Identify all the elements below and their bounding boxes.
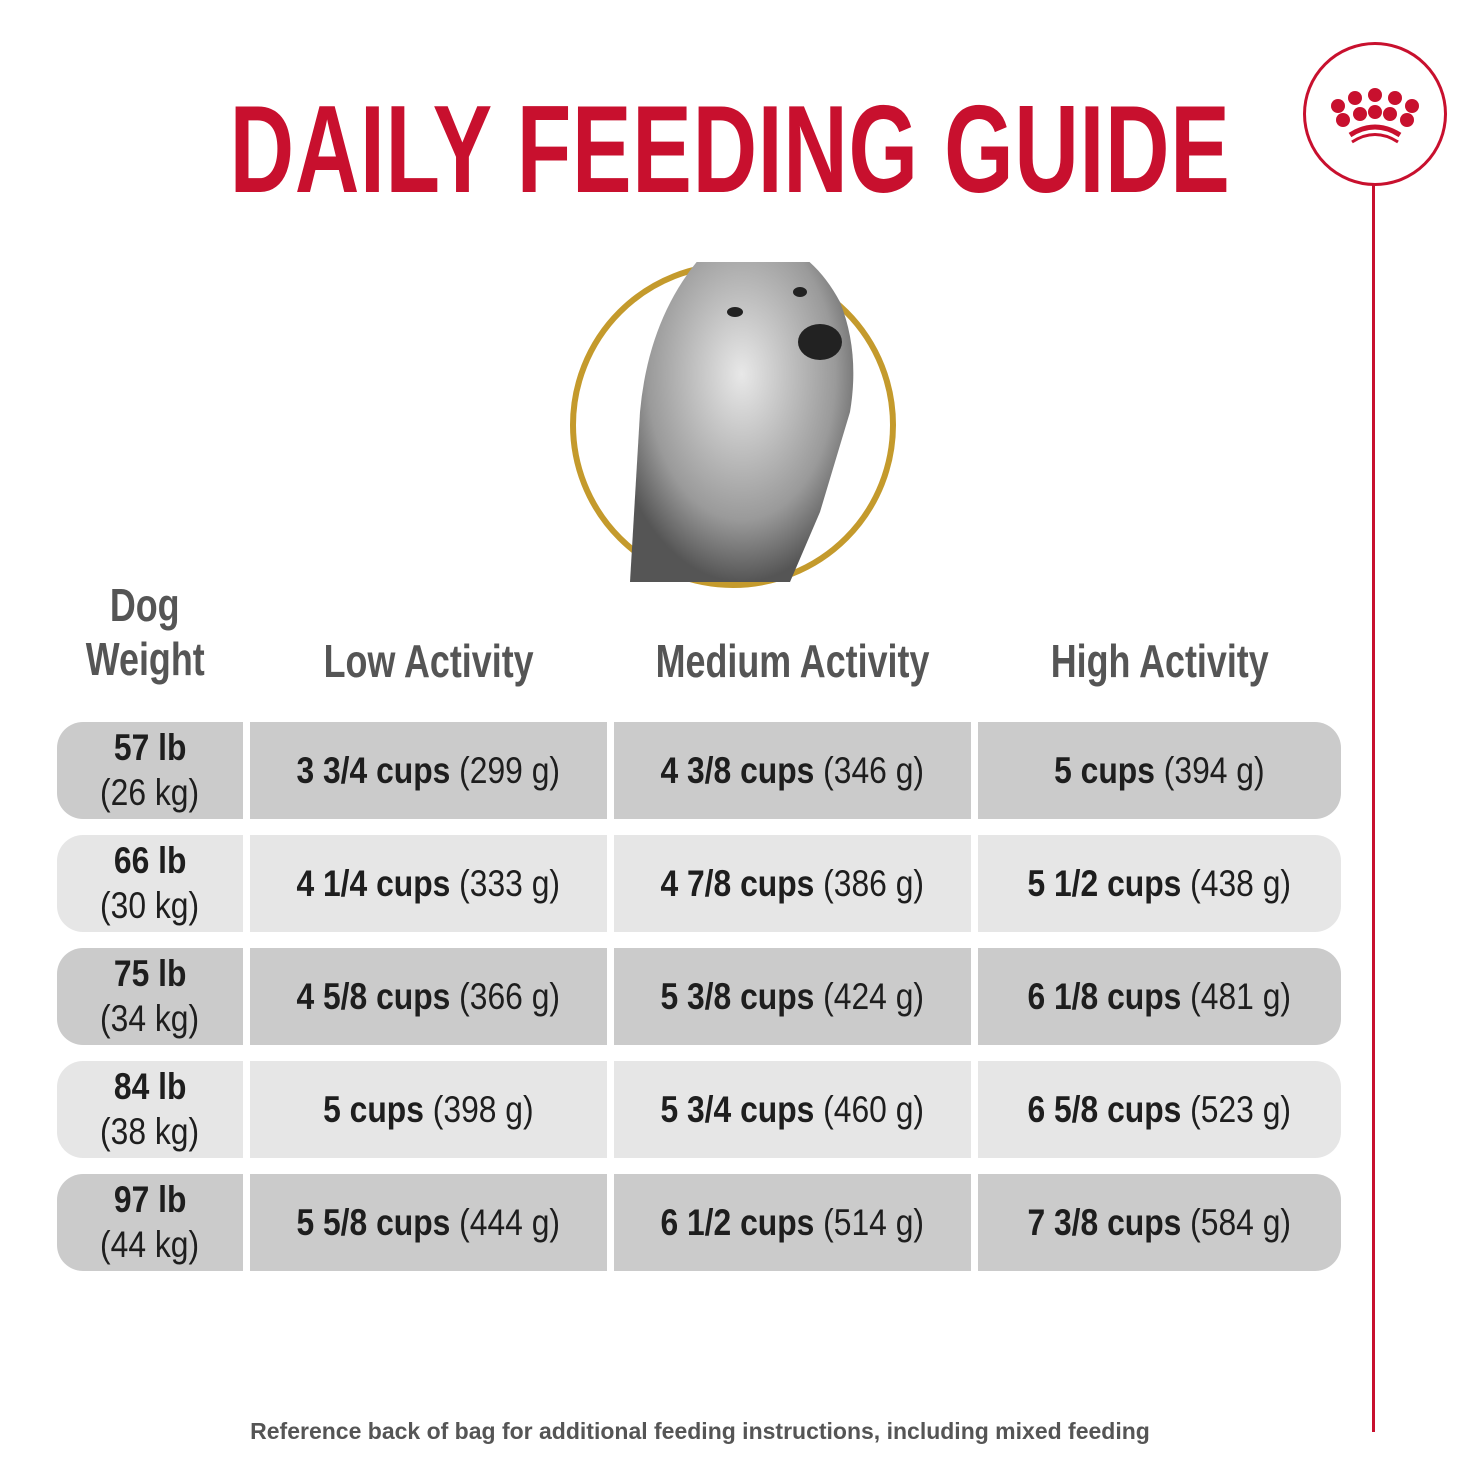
amount-cell: 4 7/8 cups (386 g) — [614, 835, 971, 932]
cups-amount: 5 1/2 cups — [1027, 862, 1182, 904]
header-medium-activity: Medium Activity — [655, 635, 930, 687]
grams-amount: (438 g) — [1190, 862, 1292, 904]
cups-amount: 3 3/4 cups — [296, 749, 451, 791]
footer-note: Reference back of bag for additional fee… — [250, 1418, 1150, 1444]
brand-line-divider — [1372, 184, 1375, 1432]
table-row: 84 lb (38 kg) 5 cups (398 g) 5 3/4 cups … — [57, 1061, 1341, 1158]
dog-portrait-image — [570, 235, 896, 588]
weight-lb: 66 lb — [113, 839, 187, 881]
amount-cell: 5 1/2 cups (438 g) — [978, 835, 1341, 932]
cups-amount: 4 7/8 cups — [660, 862, 815, 904]
cups-amount: 5 cups — [323, 1088, 425, 1130]
header-low-activity: Low Activity — [323, 635, 534, 687]
weight-cell: 75 lb (34 kg) — [57, 948, 243, 1045]
grams-amount: (394 g) — [1163, 749, 1265, 791]
cups-amount: 6 5/8 cups — [1027, 1088, 1182, 1130]
cups-amount: 5 3/4 cups — [660, 1088, 815, 1130]
cups-amount: 6 1/2 cups — [660, 1201, 815, 1243]
cups-amount: 4 3/8 cups — [660, 749, 815, 791]
table-row: 97 lb (44 kg) 5 5/8 cups (444 g) 6 1/2 c… — [57, 1174, 1341, 1271]
weight-kg: (38 kg) — [100, 1110, 200, 1152]
grams-amount: (398 g) — [432, 1088, 534, 1130]
amount-cell: 5 3/4 cups (460 g) — [614, 1061, 971, 1158]
table-row: 75 lb (34 kg) 4 5/8 cups (366 g) 5 3/8 c… — [57, 948, 1341, 1045]
amount-cell: 5 cups (394 g) — [978, 722, 1341, 819]
grams-amount: (481 g) — [1190, 975, 1292, 1017]
cups-amount: 5 cups — [1054, 749, 1156, 791]
cups-amount: 7 3/8 cups — [1027, 1201, 1182, 1243]
weight-kg: (30 kg) — [100, 884, 200, 926]
grams-amount: (366 g) — [459, 975, 561, 1017]
weight-cell: 66 lb (30 kg) — [57, 835, 243, 932]
amount-cell: 4 5/8 cups (366 g) — [250, 948, 607, 1045]
header-dog-weight: Dog Weight — [85, 579, 205, 685]
grams-amount: (299 g) — [459, 749, 561, 791]
brand-logo — [1303, 42, 1447, 186]
grams-amount: (346 g) — [823, 749, 925, 791]
amount-cell: 5 3/8 cups (424 g) — [614, 948, 971, 1045]
weight-lb: 97 lb — [113, 1178, 187, 1220]
grams-amount: (386 g) — [823, 862, 925, 904]
amount-cell: 6 5/8 cups (523 g) — [978, 1061, 1341, 1158]
amount-cell: 5 5/8 cups (444 g) — [250, 1174, 607, 1271]
grams-amount: (333 g) — [459, 862, 561, 904]
cups-amount: 5 3/8 cups — [660, 975, 815, 1017]
weight-kg: (34 kg) — [100, 997, 200, 1039]
cups-amount: 5 5/8 cups — [296, 1201, 451, 1243]
amount-cell: 7 3/8 cups (584 g) — [978, 1174, 1341, 1271]
amount-cell: 5 cups (398 g) — [250, 1061, 607, 1158]
grams-amount: (424 g) — [823, 975, 925, 1017]
page-title: DAILY FEEDING GUIDE — [229, 81, 1231, 219]
weight-kg: (44 kg) — [100, 1223, 200, 1265]
amount-cell: 6 1/8 cups (481 g) — [978, 948, 1341, 1045]
weight-lb: 75 lb — [113, 952, 187, 994]
table-row: 66 lb (30 kg) 4 1/4 cups (333 g) 4 7/8 c… — [57, 835, 1341, 932]
weight-cell: 57 lb (26 kg) — [57, 722, 243, 819]
grams-amount: (460 g) — [823, 1088, 925, 1130]
table-row: 57 lb (26 kg) 3 3/4 cups (299 g) 4 3/8 c… — [57, 722, 1341, 819]
amount-cell: 4 1/4 cups (333 g) — [250, 835, 607, 932]
cups-amount: 6 1/8 cups — [1027, 975, 1182, 1017]
amount-cell: 3 3/4 cups (299 g) — [250, 722, 607, 819]
weight-lb: 84 lb — [113, 1065, 187, 1107]
crown-icon — [1331, 88, 1419, 144]
weight-kg: (26 kg) — [100, 771, 200, 813]
weight-lb: 57 lb — [113, 726, 187, 768]
amount-cell: 6 1/2 cups (514 g) — [614, 1174, 971, 1271]
weight-cell: 84 lb (38 kg) — [57, 1061, 243, 1158]
cups-amount: 4 1/4 cups — [296, 862, 451, 904]
grams-amount: (523 g) — [1190, 1088, 1292, 1130]
weight-cell: 97 lb (44 kg) — [57, 1174, 243, 1271]
grams-amount: (514 g) — [823, 1201, 925, 1243]
cups-amount: 4 5/8 cups — [296, 975, 451, 1017]
amount-cell: 4 3/8 cups (346 g) — [614, 722, 971, 819]
header-high-activity: High Activity — [1050, 635, 1269, 687]
grams-amount: (584 g) — [1190, 1201, 1292, 1243]
grams-amount: (444 g) — [459, 1201, 561, 1243]
